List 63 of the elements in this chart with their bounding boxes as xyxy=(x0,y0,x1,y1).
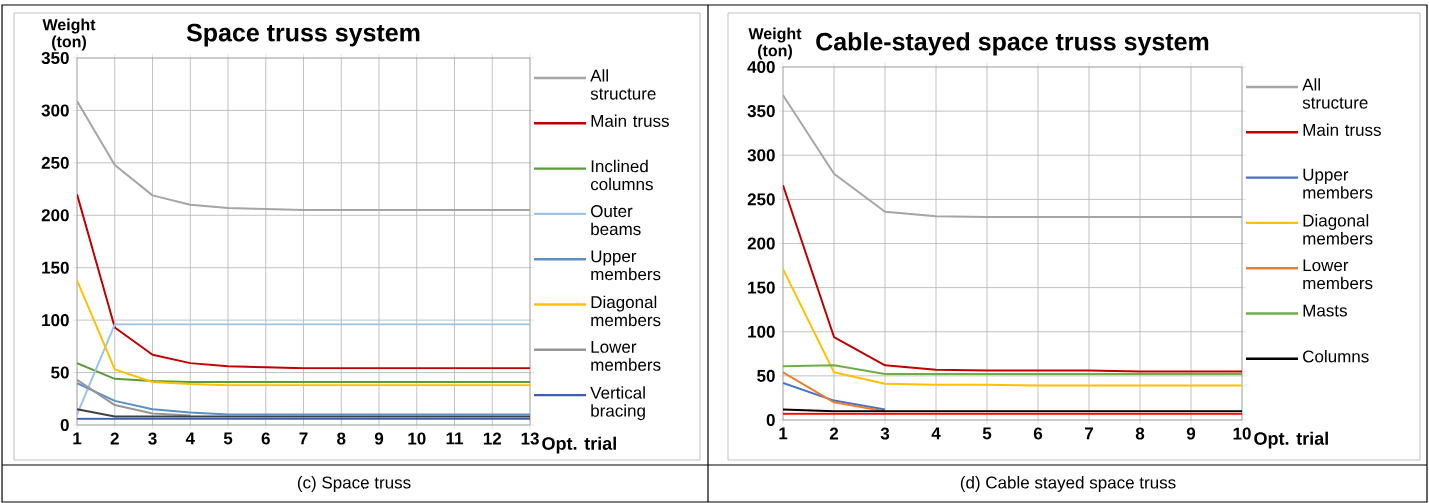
legend-label: Upper members xyxy=(1303,168,1373,199)
x-tick-label: 12 xyxy=(483,432,502,445)
x-tick-label: 2 xyxy=(829,427,839,440)
y-tick-label: 350 xyxy=(747,105,775,118)
y-tick-label: 50 xyxy=(757,369,775,382)
legend-label: Columns xyxy=(1303,349,1369,363)
y-tick-label: 50 xyxy=(51,366,69,379)
x-tick-label: 8 xyxy=(1135,427,1145,440)
y-tick-label: 300 xyxy=(41,104,69,117)
y-tick-label: 0 xyxy=(766,413,775,427)
chart-title: Cable-stayed space truss system xyxy=(816,32,1209,56)
y-tick-label: 100 xyxy=(748,325,775,338)
y-tick-label: 350 xyxy=(41,51,69,65)
legend-label: Masts xyxy=(1303,304,1347,317)
x-tick-label: 9 xyxy=(374,432,384,445)
legend-label: Inclined columns xyxy=(590,159,653,191)
x-tick-label: 8 xyxy=(337,432,346,445)
x-tick-label: 11 xyxy=(446,432,464,445)
x-tick-label: 6 xyxy=(261,432,270,445)
x-tick-label: 5 xyxy=(982,427,992,440)
legend-label: Upper members xyxy=(591,250,661,281)
y-tick-label: 150 xyxy=(42,261,69,274)
text: (d) Cable stayed space truss xyxy=(960,476,1176,492)
legend-label: All structure xyxy=(1302,78,1368,109)
y-tick-label: 200 xyxy=(41,209,69,222)
x-tick-label: 13 xyxy=(521,432,539,445)
y-tick-label: 300 xyxy=(747,149,775,162)
y-tick-label: 150 xyxy=(748,281,775,294)
y-tick-label: 400 xyxy=(747,60,775,74)
x-tick-label: 10 xyxy=(408,432,426,445)
y-tick-label: 200 xyxy=(747,237,775,250)
x-axis-title: Opt. trial xyxy=(542,436,616,454)
x-tick-label: 6 xyxy=(1033,427,1043,440)
chart-title: Space truss system xyxy=(186,23,420,47)
legend-label: Lower members xyxy=(591,340,661,371)
legend-label: All structure xyxy=(590,69,656,100)
x-tick-label: 3 xyxy=(148,432,157,445)
legend-label: Diagonal members xyxy=(591,295,661,327)
y-tick-label: 100 xyxy=(42,314,69,327)
y-axis-title: Weight (ton) xyxy=(748,27,802,60)
legend-label: Diagonal members xyxy=(1303,214,1373,245)
x-tick-label: 7 xyxy=(299,432,308,445)
y-tick-label: 250 xyxy=(41,156,69,169)
x-tick-label: 7 xyxy=(1085,427,1093,440)
y-tick-label: 0 xyxy=(60,418,69,432)
x-tick-label: 1 xyxy=(73,432,82,445)
x-tick-label: 9 xyxy=(1186,427,1196,440)
x-tick-label: 5 xyxy=(223,432,233,445)
x-tick-label: 1 xyxy=(779,427,788,440)
y-axis-title: Weight (ton) xyxy=(42,18,96,51)
x-tick-label: 4 xyxy=(185,432,195,445)
x-axis-title: Opt. trial xyxy=(1254,431,1328,449)
x-tick-label: 4 xyxy=(931,427,941,440)
x-tick-label: 3 xyxy=(880,427,890,440)
y-tick-label: 250 xyxy=(747,193,775,206)
legend-label: Main truss xyxy=(591,114,669,127)
legend-label: Main truss xyxy=(1303,123,1381,136)
legend-label: Lower members xyxy=(1303,259,1373,290)
legend-label: Vertical bracing xyxy=(590,386,645,421)
x-tick-label: 10 xyxy=(1233,427,1251,440)
text: (c) Space truss xyxy=(297,476,411,492)
legend-label: Outer beams xyxy=(591,205,641,236)
x-tick-label: 2 xyxy=(110,432,119,445)
